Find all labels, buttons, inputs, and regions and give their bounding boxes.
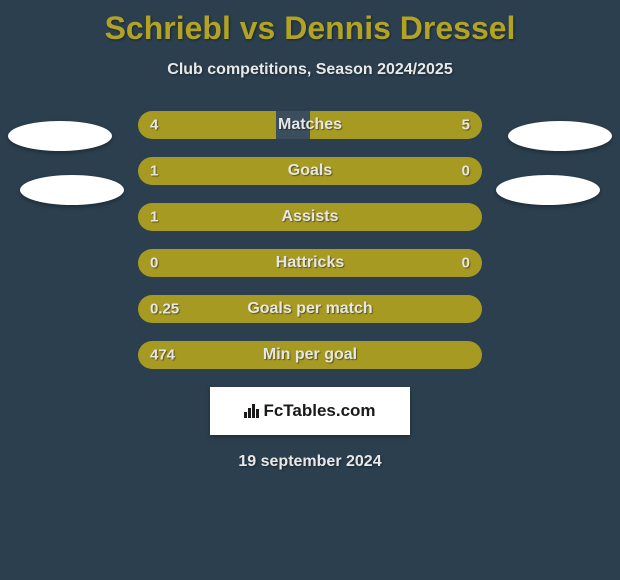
stat-value-left: 1 xyxy=(150,209,158,226)
stat-label: Goals per match xyxy=(247,300,372,318)
stat-value-left: 474 xyxy=(150,347,175,364)
stat-bar-right-fill xyxy=(427,157,482,185)
logo-label: FcTables.com xyxy=(263,401,375,421)
stat-row: Assists 1 xyxy=(138,203,482,231)
stat-row: Goals per match 0.25 xyxy=(138,295,482,323)
stat-bar-left-fill xyxy=(138,111,276,139)
stat-value-left: 4 xyxy=(150,117,158,134)
page-title: Schriebl vs Dennis Dressel xyxy=(0,0,620,47)
stat-label: Goals xyxy=(288,162,332,180)
stats-container: Matches45Goals10Assists1Hattricks00Goals… xyxy=(138,111,482,369)
player-right-badge-1 xyxy=(508,121,612,151)
stat-value-left: 0.25 xyxy=(150,301,179,318)
logo: FcTables.com xyxy=(244,401,375,421)
logo-box: FcTables.com xyxy=(210,387,410,435)
stat-label: Assists xyxy=(282,208,339,226)
stat-row: Hattricks 0 0 xyxy=(138,249,482,277)
stat-value-left: 0 xyxy=(150,255,158,272)
stat-value-right: 5 xyxy=(462,117,470,134)
stat-label: Matches xyxy=(278,116,342,134)
player-right-badge-2 xyxy=(496,175,600,205)
bars-icon xyxy=(244,404,259,418)
stat-row: Min per goal 474 xyxy=(138,341,482,369)
stat-value-left: 1 xyxy=(150,163,158,180)
stat-row: Goals 1 0 xyxy=(138,157,482,185)
footer-date: 19 september 2024 xyxy=(0,453,620,471)
stat-row: Matches 4 5 xyxy=(138,111,482,139)
player-left-badge-1 xyxy=(8,121,112,151)
stat-value-right: 0 xyxy=(462,163,470,180)
stat-label: Min per goal xyxy=(263,346,357,364)
page-subtitle: Club competitions, Season 2024/2025 xyxy=(0,61,620,79)
player-left-badge-2 xyxy=(20,175,124,205)
stat-label: Hattricks xyxy=(276,254,344,272)
stat-value-right: 0 xyxy=(462,255,470,272)
stat-bar-left-fill xyxy=(138,157,427,185)
